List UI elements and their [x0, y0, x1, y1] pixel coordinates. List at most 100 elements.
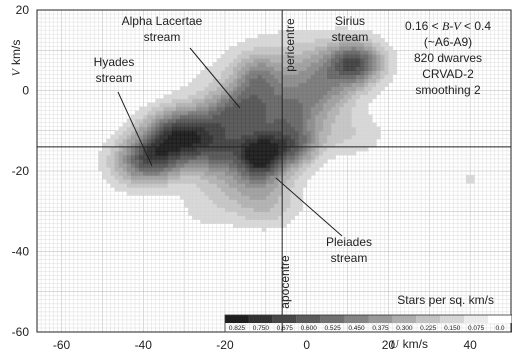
- density-cell: [274, 42, 279, 47]
- density-cell: [274, 166, 279, 172]
- density-cell: [282, 58, 287, 63]
- density-cell: [216, 211, 222, 216]
- density-cell: [318, 134, 324, 140]
- density-cell: [290, 134, 296, 140]
- density-cell: [147, 166, 153, 172]
- colorbar-tick: 0.750: [253, 325, 270, 332]
- density-cell: [327, 114, 332, 120]
- density-cell: [294, 78, 300, 84]
- density-cell: [261, 191, 267, 196]
- density-cell: [192, 114, 197, 120]
- density-cell: [220, 66, 226, 71]
- density-cell: [318, 146, 324, 152]
- density-cell: [298, 70, 304, 75]
- density-cell: [269, 207, 275, 212]
- density-cell: [159, 114, 165, 120]
- density-cell: [224, 171, 230, 176]
- density-cell: [302, 42, 308, 47]
- density-cell: [233, 126, 238, 132]
- density-cell: [249, 187, 255, 192]
- density-cell: [286, 114, 291, 120]
- density-cell: [380, 62, 385, 67]
- density-cell: [290, 211, 296, 216]
- density-cell: [257, 166, 263, 172]
- density-cell: [220, 211, 226, 216]
- density-cell: [261, 106, 267, 112]
- colorbar-tick: 0.675: [277, 325, 294, 332]
- density-cell: [224, 122, 230, 128]
- density-cell: [245, 223, 251, 228]
- density-cell: [163, 138, 169, 144]
- density-cell: [196, 215, 202, 220]
- density-cell: [298, 82, 304, 88]
- density-cell: [335, 146, 340, 152]
- density-cell: [237, 223, 242, 228]
- density-cell: [114, 183, 120, 188]
- density-cell: [286, 154, 291, 160]
- density-cell: [367, 78, 373, 84]
- density-cell: [159, 166, 165, 172]
- density-cell: [261, 74, 267, 80]
- density-cell: [290, 94, 296, 100]
- density-cell: [241, 62, 246, 67]
- density-cell: [114, 162, 120, 168]
- density-cell: [245, 102, 251, 108]
- density-cell: [233, 223, 238, 228]
- density-cell: [118, 126, 124, 132]
- density-cell: [200, 78, 206, 84]
- density-cell: [200, 122, 206, 128]
- density-cell: [294, 195, 300, 200]
- density-cell: [241, 215, 246, 220]
- density-cell: [314, 122, 320, 128]
- density-cell: [200, 219, 206, 224]
- density-cell: [351, 70, 357, 75]
- density-cell: [367, 118, 373, 124]
- density-cell: [278, 166, 283, 172]
- density-cell: [163, 175, 169, 180]
- density-cell: [208, 142, 214, 148]
- density-cell: [212, 126, 218, 132]
- density-cell: [327, 54, 332, 59]
- density-cell: [388, 70, 394, 75]
- density-cell: [241, 78, 246, 84]
- density-cell: [159, 138, 165, 144]
- density-cell: [241, 223, 246, 228]
- density-cell: [359, 110, 365, 116]
- density-cell: [220, 219, 226, 224]
- density-cell: [269, 215, 275, 220]
- colorbar-tick: 0.150: [444, 325, 461, 332]
- density-cell: [135, 114, 140, 120]
- density-cell: [278, 203, 283, 208]
- density-cell: [233, 106, 238, 112]
- density-cell: [155, 138, 161, 144]
- density-cell: [139, 142, 144, 148]
- density-cell: [265, 42, 271, 47]
- density-cell: [241, 171, 246, 176]
- density-cell: [233, 82, 238, 88]
- density-cell: [171, 90, 177, 96]
- density-cell: [106, 138, 112, 144]
- density-cell: [229, 215, 234, 220]
- density-cell: [224, 158, 230, 164]
- density-cell: [290, 183, 296, 188]
- density-cell: [135, 191, 140, 196]
- density-cell: [302, 110, 308, 116]
- density-cell: [245, 98, 251, 104]
- density-cell: [265, 223, 271, 228]
- density-cell: [367, 126, 373, 132]
- density-cell: [265, 58, 271, 63]
- density-cell: [343, 130, 349, 136]
- density-cell: [106, 179, 112, 184]
- density-cell: [257, 122, 263, 128]
- density-cell: [327, 42, 332, 47]
- density-cell: [212, 142, 218, 148]
- density-cell: [245, 179, 251, 184]
- density-cell: [155, 146, 161, 152]
- density-cell: [143, 142, 148, 148]
- density-cell: [208, 187, 214, 192]
- density-cell: [274, 70, 279, 75]
- density-cell: [241, 126, 246, 132]
- density-cell: [229, 58, 234, 63]
- density-cell: [343, 58, 349, 63]
- density-cell: [139, 126, 144, 132]
